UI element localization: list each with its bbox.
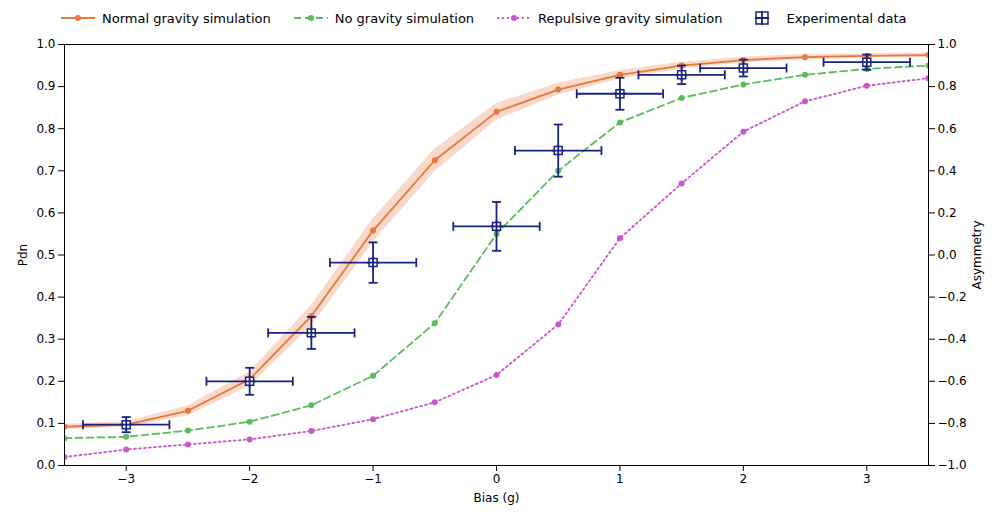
- svg-text:0.2: 0.2: [938, 206, 957, 220]
- svg-text:1.0: 1.0: [938, 37, 957, 51]
- svg-text:2: 2: [740, 472, 748, 486]
- svg-text:−3: −3: [117, 472, 135, 486]
- html-text:Normal gravity simulation: Normal gravity simulation: [102, 10, 271, 26]
- svg-text:0.0: 0.0: [36, 458, 55, 472]
- svg-text:0: 0: [493, 472, 501, 486]
- svg-text:0.0: 0.0: [938, 248, 957, 262]
- svg-text:0.1: 0.1: [36, 416, 55, 430]
- svg-text:−0.8: −0.8: [938, 416, 967, 430]
- svg-text:0.4: 0.4: [938, 164, 957, 178]
- svg-text:0.5: 0.5: [36, 248, 55, 262]
- html-text:Repulsive gravity simulation: Repulsive gravity simulation: [538, 10, 723, 26]
- svg-text:−1: −1: [364, 472, 382, 486]
- svg-text:0.8: 0.8: [938, 79, 957, 93]
- svg-text:1.0: 1.0: [36, 37, 55, 51]
- svg-text:0.9: 0.9: [36, 79, 55, 93]
- svg-text:−0.2: −0.2: [938, 290, 967, 304]
- svg-text:0.4: 0.4: [36, 290, 55, 304]
- svg-text:−1.0: −1.0: [938, 458, 967, 472]
- svg-text:−2: −2: [241, 472, 259, 486]
- svg-text:0.8: 0.8: [36, 122, 55, 136]
- svg-text:3: 3: [863, 472, 871, 486]
- svg-text:Bias (g): Bias (g): [474, 491, 520, 505]
- svg-text:Pdn: Pdn: [16, 244, 30, 266]
- svg-text:0.7: 0.7: [36, 164, 55, 178]
- html-text:No gravity simulation: No gravity simulation: [334, 10, 475, 26]
- svg-text:1: 1: [616, 472, 624, 486]
- svg-text:Asymmetry: Asymmetry: [970, 220, 984, 289]
- svg-text:0.6: 0.6: [36, 206, 55, 220]
- svg-text:−0.4: −0.4: [938, 332, 967, 346]
- svg-text:0.6: 0.6: [938, 122, 957, 136]
- svg-text:0.3: 0.3: [36, 332, 55, 346]
- html-text:Experimental data: Experimental data: [786, 10, 907, 26]
- svg-text:0.2: 0.2: [36, 374, 55, 388]
- svg-text:−0.6: −0.6: [938, 374, 967, 388]
